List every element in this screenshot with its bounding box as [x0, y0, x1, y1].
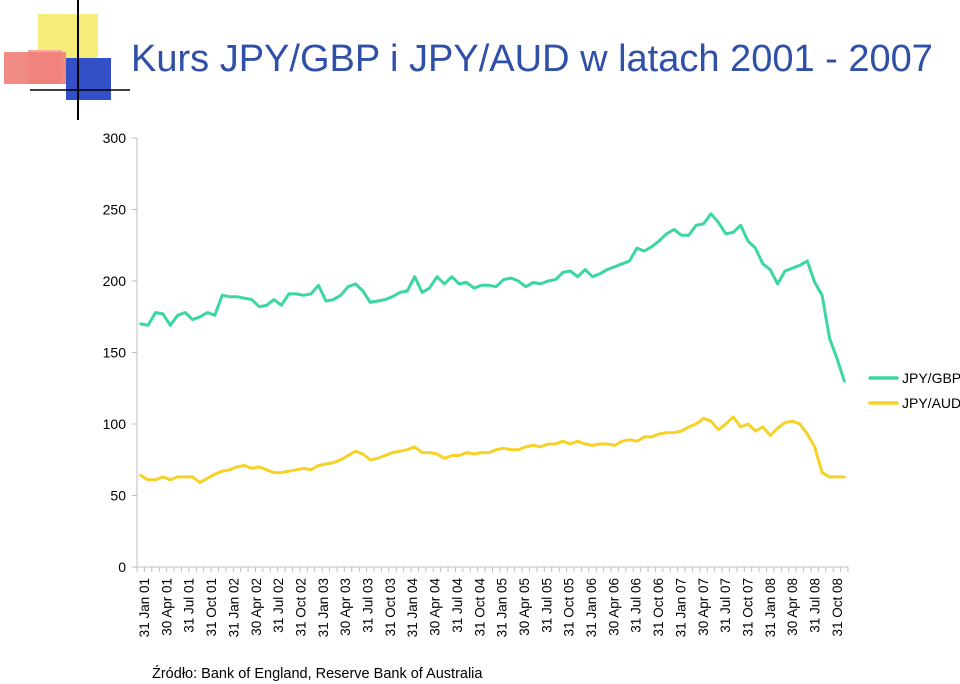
- x-tick-label: 31 Oct 03: [383, 578, 398, 637]
- decorative-corner-squares: [4, 0, 130, 120]
- x-tick-label: 30 Apr 02: [249, 578, 264, 636]
- x-tick-label: 30 Apr 03: [338, 578, 353, 636]
- x-tick-label: 31 Jul 06: [629, 578, 644, 633]
- x-tick-label: 31 Oct 05: [562, 578, 577, 637]
- y-tick-label: 100: [103, 416, 127, 432]
- legend-label: JPY/AUD: [902, 395, 960, 411]
- x-tick-label: 31 Oct 02: [293, 578, 308, 637]
- x-tick-label: 30 Apr 08: [785, 578, 800, 636]
- x-tick-label: 31 Jul 05: [539, 578, 554, 633]
- x-tick-label: 30 Apr 04: [428, 578, 443, 636]
- x-tick-label: 31 Jan 05: [495, 578, 510, 637]
- x-tick-label: 31 Jan 07: [673, 578, 688, 637]
- x-tick-label: 31 Jan 06: [584, 578, 599, 637]
- x-tick-label: 30 Apr 07: [696, 578, 711, 636]
- x-tick-label: 31 Jan 04: [405, 578, 420, 638]
- y-tick-label: 200: [103, 273, 127, 289]
- x-tick-label: 30 Apr 06: [606, 578, 621, 636]
- x-tick-label: 31 Jan 08: [763, 578, 778, 637]
- x-tick-label: 31 Oct 06: [651, 578, 666, 637]
- y-tick-label: 0: [118, 559, 126, 575]
- x-tick-label: 30 Apr 05: [517, 578, 532, 636]
- page-title: Kurs JPY/GBP i JPY/AUD w latach 2001 - 2…: [131, 38, 933, 80]
- x-tick-label: 31 Oct 04: [472, 578, 487, 637]
- y-tick-label: 150: [103, 345, 127, 361]
- y-tick-label: 250: [103, 202, 127, 218]
- x-tick-label: 31 Jul 08: [808, 578, 823, 633]
- x-tick-label: 31 Jul 02: [271, 578, 286, 633]
- x-tick-label: 31 Jan 03: [316, 578, 331, 637]
- series-line-jpy-aud: [139, 415, 846, 485]
- x-tick-label: 31 Oct 01: [204, 578, 219, 637]
- y-tick-label: 300: [103, 130, 127, 146]
- legend-label: JPY/GBP: [902, 370, 960, 386]
- x-tick-label: 30 Apr 01: [159, 578, 174, 636]
- x-tick-label: 31 Jan 01: [137, 578, 152, 637]
- x-tick-label: 31 Oct 08: [830, 578, 845, 637]
- x-tick-label: 31 Jul 03: [361, 578, 376, 633]
- x-tick-label: 31 Jul 04: [450, 578, 465, 633]
- x-tick-label: 31 Jul 01: [182, 578, 197, 633]
- y-tick-label: 50: [110, 488, 126, 504]
- x-tick-label: 31 Jul 07: [718, 578, 733, 633]
- x-tick-label: 31 Jan 02: [226, 578, 241, 637]
- series-line-jpy-gbp: [139, 212, 846, 383]
- source-note: Źródło: Bank of England, Reserve Bank of…: [152, 666, 483, 682]
- x-tick-label: 31 Oct 07: [740, 578, 755, 637]
